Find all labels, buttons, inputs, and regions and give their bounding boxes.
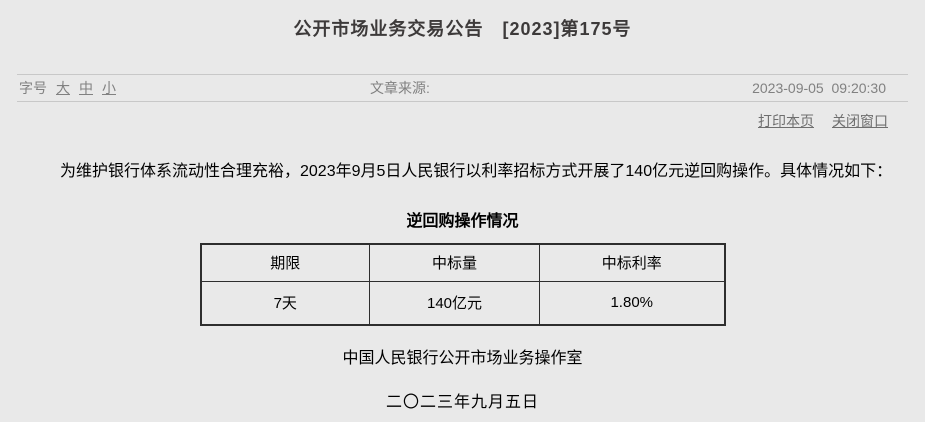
header-term: 期限 bbox=[200, 243, 370, 282]
article-source-label: 文章来源: bbox=[370, 80, 430, 96]
table-row: 7天 140亿元 1.80% bbox=[200, 280, 725, 326]
print-page-link[interactable]: 打印本页 bbox=[758, 113, 814, 129]
font-size-large-link[interactable]: 大 bbox=[56, 80, 70, 96]
announcement-paragraph: 为维护银行体系流动性合理充裕，2023年9月5日人民银行以利率招标方式开展了14… bbox=[60, 163, 893, 180]
close-window-link[interactable]: 关闭窗口 bbox=[832, 113, 888, 129]
header-volume: 中标量 bbox=[369, 243, 540, 282]
issuer-signature: 中国人民银行公开市场业务操作室 bbox=[342, 350, 583, 367]
font-size-label: 字号 bbox=[19, 80, 47, 96]
operation-table-title: 逆回购操作情况 bbox=[406, 213, 519, 230]
page-title: 公开市场业务交易公告 [2023]第175号 bbox=[293, 19, 632, 39]
meta-bar: 字号 大 中 小 文章来源: 2023-09-05 09:20:30 bbox=[17, 74, 908, 102]
announcement-date: 二〇二三年九月五日 bbox=[385, 394, 539, 411]
header-rate: 中标利率 bbox=[539, 243, 725, 282]
reverse-repo-table: 期限 中标量 中标利率 7天 140亿元 1.80% bbox=[199, 243, 726, 326]
action-links: 打印本页 关闭窗口 bbox=[0, 111, 888, 131]
font-size-small-link[interactable]: 小 bbox=[102, 80, 116, 96]
publish-timestamp: 2023-09-05 09:20:30 bbox=[752, 80, 886, 96]
font-size-control: 字号 大 中 小 bbox=[19, 78, 116, 98]
cell-volume: 140亿元 bbox=[369, 280, 540, 326]
cell-term: 7天 bbox=[200, 280, 370, 326]
table-header-row: 期限 中标量 中标利率 bbox=[200, 243, 725, 282]
font-size-medium-link[interactable]: 中 bbox=[79, 80, 93, 96]
cell-rate: 1.80% bbox=[539, 280, 725, 326]
